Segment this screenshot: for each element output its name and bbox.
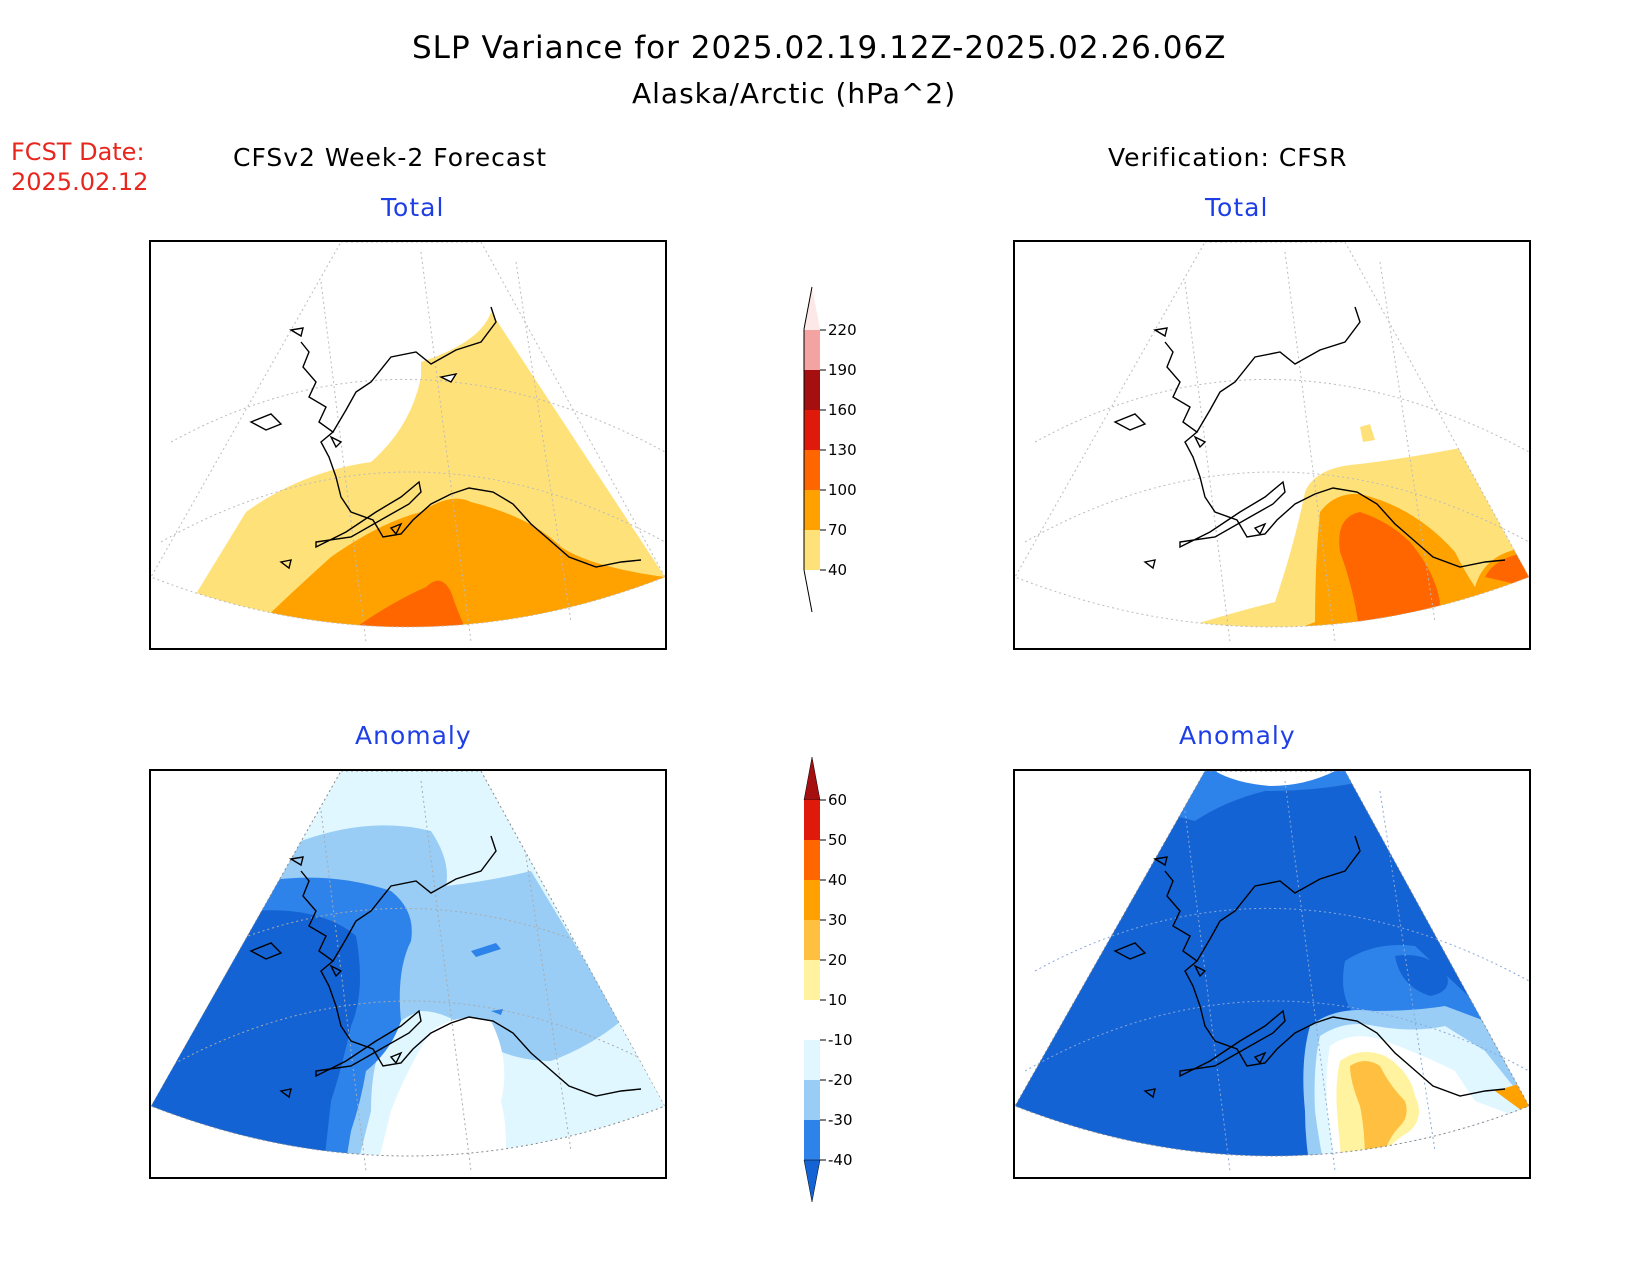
total-colorbar-label: 70	[828, 521, 847, 539]
anomaly-colorbar-top-triangle	[803, 756, 821, 801]
forecast-anomaly-m40-m30-spot	[471, 943, 501, 957]
forecast-date: FCST Date: 2025.02.12	[11, 137, 148, 197]
total-colorbar-label: 130	[828, 441, 857, 459]
forecast-total-graticule	[160, 251, 665, 643]
anomaly-colorbar-label: -40	[828, 1151, 853, 1169]
verification-total-40-70-spot	[1360, 424, 1375, 442]
total-colorbar-label: 100	[828, 481, 857, 499]
total-colorbar-box	[804, 329, 820, 330]
anomaly-colorbar-bottom-triangle	[803, 1159, 821, 1203]
anomaly-colorbar: 60 50 40 30 20 10 -10 -20 -30 -40	[803, 756, 853, 1203]
anomaly-colorbar-box	[804, 960, 820, 1000]
chart-title: SLP Variance for 2025.02.19.12Z-2025.02.…	[412, 30, 1227, 66]
anomaly-colorbar-label: -10	[828, 1031, 853, 1049]
anomaly-colorbar-label: 30	[828, 911, 847, 929]
total-colorbar-top-edge	[803, 286, 813, 330]
forecast-anomaly-title: Anomaly	[355, 721, 472, 750]
anomaly-colorbar-label: -20	[828, 1071, 853, 1089]
total-colorbar-bottom-edge	[803, 569, 813, 613]
forecast-anomaly-map	[149, 769, 667, 1179]
verification-total-100-130-corner	[1485, 552, 1529, 587]
forecast-total-title: Total	[381, 193, 445, 222]
anomaly-colorbar-label: 60	[828, 791, 847, 809]
verification-anomaly-neutral-top	[1215, 771, 1335, 786]
forecast-anomaly-outside-left	[151, 771, 340, 1106]
forecast-anomaly-m40-m30-spot-2	[491, 1009, 503, 1015]
forecast-anomaly-neutral-region	[371, 1017, 506, 1156]
anomaly-colorbar-box	[804, 1040, 820, 1080]
anomaly-colorbar-label: 40	[828, 871, 847, 889]
anomaly-colorbar-box	[804, 920, 820, 960]
anomaly-colorbar-label: 50	[828, 831, 847, 849]
verification-anomaly-m40-m30-top	[1175, 771, 1365, 821]
total-colorbar-label: 160	[828, 401, 857, 419]
verification-anomaly-map	[1013, 769, 1531, 1179]
right-column-heading: Verification: CFSR	[1108, 143, 1348, 172]
anomaly-colorbar-box	[804, 880, 820, 920]
anomaly-colorbar-box	[804, 1080, 820, 1120]
verification-anomaly-coastline	[1113, 835, 1506, 1099]
verification-total-coastline	[1113, 306, 1506, 570]
total-colorbar-box	[804, 370, 820, 410]
forecast-anomaly-coastline	[249, 835, 642, 1099]
anomaly-colorbar-label: 10	[828, 991, 847, 1009]
chart-subtitle: Alaska/Arctic (hPa^2)	[632, 77, 957, 110]
total-colorbar-label: 220	[828, 321, 857, 339]
verification-anomaly-title: Anomaly	[1179, 721, 1296, 750]
verification-total-title: Total	[1205, 193, 1269, 222]
forecast-date-label: FCST Date:	[11, 138, 145, 166]
total-colorbar-box	[804, 530, 820, 570]
total-colorbar-box	[804, 330, 820, 370]
verification-anomaly-lt-m40-east-core	[1395, 955, 1448, 996]
verification-total-map	[1013, 240, 1531, 650]
total-colorbar-label: 190	[828, 361, 857, 379]
verification-anomaly-graticule	[1024, 780, 1529, 1172]
anomaly-colorbar-label: 20	[828, 951, 847, 969]
forecast-total-100-130-region	[336, 580, 481, 627]
forecast-date-value: 2025.02.12	[11, 168, 149, 196]
anomaly-colorbar-box	[804, 840, 820, 880]
anomaly-colorbar-box	[804, 1120, 820, 1160]
left-column-heading: CFSv2 Week-2 Forecast	[233, 143, 548, 172]
verification-anomaly-20-30-region	[1350, 1061, 1407, 1156]
verification-total-100-130-region	[1339, 512, 1440, 627]
verification-total-graticule	[1024, 251, 1529, 643]
anomaly-colorbar-label: -30	[828, 1111, 853, 1129]
total-colorbar-box	[804, 450, 820, 490]
anomaly-colorbar-box	[804, 1000, 820, 1040]
forecast-total-coastline	[249, 306, 642, 570]
total-colorbar-box	[804, 490, 820, 530]
total-colorbar: 220 190 160 130 100 70 40	[803, 286, 857, 613]
forecast-anomaly-graticule	[160, 780, 665, 1172]
total-colorbar-label: 40	[828, 561, 847, 579]
total-colorbar-box	[804, 410, 820, 450]
total-colorbar-top-triangle	[804, 287, 820, 329]
anomaly-colorbar-box	[804, 800, 820, 840]
forecast-total-map	[149, 240, 667, 650]
